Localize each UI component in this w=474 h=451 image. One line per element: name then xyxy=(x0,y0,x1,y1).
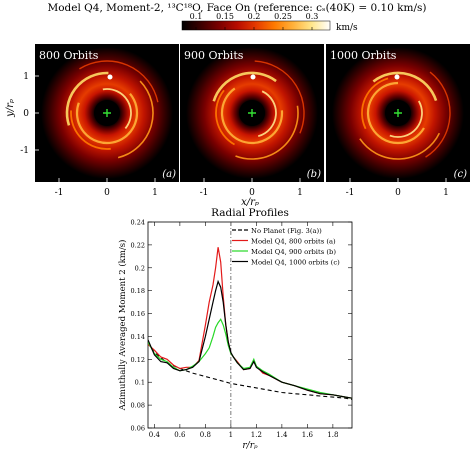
panel-xtick-label: -1 xyxy=(346,188,355,198)
legend: No Planet (Fig. 3(a)) Model Q4, 800 orbit… xyxy=(232,227,340,267)
spiral-arc xyxy=(212,71,277,102)
spiral-arc xyxy=(366,81,425,145)
image-panel: 1000 Orbits (c) -1 0 1 xyxy=(326,44,470,198)
star-marker xyxy=(103,109,111,117)
colorbar-tick-label: 0.25 xyxy=(274,12,292,21)
panel-ytick-label: -1 xyxy=(20,146,29,156)
y-tick-label: 0.1 xyxy=(135,379,145,387)
panel-ytick-label: 1 xyxy=(23,72,29,82)
spiral-arc xyxy=(220,87,284,145)
colorbar-tick-label: 0.3 xyxy=(306,12,319,21)
planet-marker xyxy=(107,74,113,80)
y-tick-label: 0.16 xyxy=(131,310,145,318)
panel-label: 800 Orbits xyxy=(39,49,99,62)
chart-ylabel: Azimuthally Averaged Moment 2 (km/s) xyxy=(117,240,128,412)
x-tick-label: 1.4 xyxy=(276,431,288,439)
panel-xtick-label: 0 xyxy=(249,188,255,198)
y-tick-label: 0.2 xyxy=(135,264,145,272)
spiral-arc xyxy=(254,60,305,134)
star-marker xyxy=(394,109,402,117)
images-ylabel: y/rₚ xyxy=(5,99,16,118)
legend-label: Model Q4, 900 orbits (b) xyxy=(251,248,336,256)
spiral-arc xyxy=(425,71,451,158)
panel-tag: (a) xyxy=(162,169,176,180)
series-line xyxy=(148,279,352,399)
spiral-arc xyxy=(257,90,277,138)
star-marker xyxy=(248,109,256,117)
colorbar-tick-label: 0.1 xyxy=(190,12,203,21)
y-tick-label: 0.06 xyxy=(131,425,145,433)
x-tick-label: 0.6 xyxy=(174,431,186,439)
spiral-arc xyxy=(102,88,132,130)
colorbar-tick-label: 0.2 xyxy=(248,12,261,21)
x-tick-label: 0.4 xyxy=(149,431,161,439)
image-panel: 800 Orbits (a) -1 0 1 1 0 -1 xyxy=(20,44,179,198)
colorbar-unit: km/s xyxy=(336,23,358,33)
legend-label: Model Q4, 800 orbits (a) xyxy=(251,238,336,246)
colorbar-tick-label: 0.15 xyxy=(216,12,234,21)
legend-label: No Planet (Fig. 3(a)) xyxy=(251,227,322,235)
y-tick-label: 0.12 xyxy=(131,356,145,364)
image-panel: 900 Orbits (b) -1 0 1 xyxy=(180,44,324,198)
legend-label: Model Q4, 1000 orbits (c) xyxy=(251,259,340,267)
x-tick-label: 0.8 xyxy=(200,431,211,439)
series-line xyxy=(148,341,352,400)
panel-ytick-label: 0 xyxy=(23,109,29,119)
spiral-arc xyxy=(215,89,235,146)
radial-profiles-chart: 0.06 0.08 0.1 0.12 0.14 0.16 0.18 0.2 0.22 0.24 0.… xyxy=(131,219,353,439)
planet-marker xyxy=(250,74,256,80)
y-tick-label: 0.18 xyxy=(131,287,145,295)
y-tick-label: 0.22 xyxy=(131,241,145,249)
images-xlabel: x/rₚ xyxy=(241,197,259,208)
panel-xtick-label: 1 xyxy=(443,188,449,198)
panel-xtick-label: 0 xyxy=(395,188,401,198)
spiral-arc xyxy=(372,71,438,102)
y-tick-label: 0.14 xyxy=(131,333,145,341)
x-tick-label: 1.2 xyxy=(251,431,262,439)
spiral-arc xyxy=(235,105,299,160)
panel-xtick-label: 1 xyxy=(152,188,158,198)
series-lines xyxy=(148,247,352,400)
y-tick-label: 0.08 xyxy=(131,402,145,410)
x-tick-label: 1.6 xyxy=(302,431,314,439)
spiral-arc xyxy=(65,71,109,126)
y-tick-label: 0.24 xyxy=(131,219,145,227)
chart-xlabel: r/rₚ xyxy=(242,441,258,451)
x-tick-label: 1.8 xyxy=(327,431,338,439)
spiral-arc xyxy=(359,132,441,160)
spiral-arc xyxy=(79,60,159,103)
panel-tag: (c) xyxy=(454,169,468,180)
panel-xtick-label: 1 xyxy=(297,188,303,198)
spiral-arc xyxy=(70,110,111,150)
panel-tag: (b) xyxy=(307,169,321,180)
panel-xtick-label: -1 xyxy=(55,188,64,198)
figure-title: Model Q4, Moment-2, ¹³C¹⁸O, Face On (ref… xyxy=(47,2,426,14)
planet-marker xyxy=(394,74,400,80)
panel-label: 1000 Orbits xyxy=(330,49,397,62)
spiral-arc xyxy=(361,77,389,130)
panel-xtick-label: 0 xyxy=(104,188,110,198)
panel-xtick-label: -1 xyxy=(200,188,209,198)
colorbar: km/s 0.1 0.15 0.2 0.25 0.3 xyxy=(181,12,358,33)
spiral-arc xyxy=(117,80,154,159)
chart-title: Radial Profiles xyxy=(211,207,289,219)
spiral-arc xyxy=(75,93,139,145)
panel-label: 900 Orbits xyxy=(184,49,244,62)
x-tick-label: 1 xyxy=(229,431,233,439)
spiral-arc xyxy=(389,100,423,138)
colorbar-gradient xyxy=(181,20,331,31)
